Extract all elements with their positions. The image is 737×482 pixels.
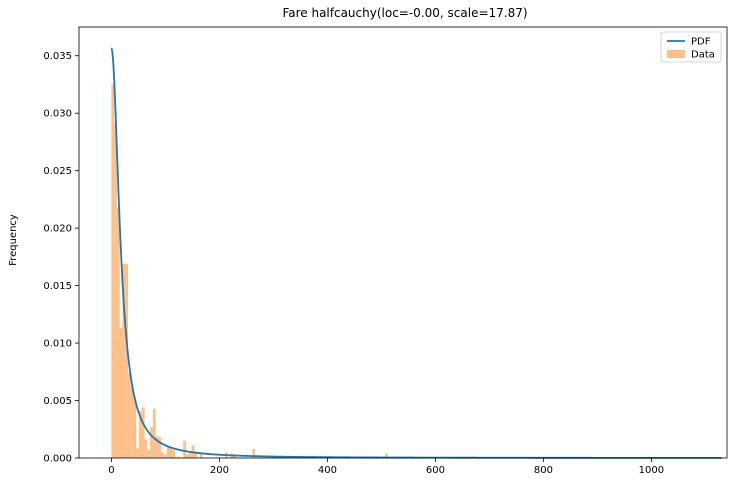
y-tick-label: 0.015: [43, 281, 72, 292]
plot-frame: [78, 26, 728, 459]
histogram-bar: [158, 437, 162, 458]
legend: PDF Data: [660, 31, 722, 63]
histogram-bar: [385, 453, 388, 458]
x-tick-label: 0: [108, 465, 114, 476]
histogram-bar: [133, 400, 137, 458]
histogram-bar: [125, 263, 128, 458]
legend-label: PDF: [691, 37, 711, 48]
histogram-bar: [116, 207, 120, 458]
axes: 0 200 400 600 800 1000 0.000 0.005 0.010 0.015 0.0…: [43, 26, 728, 476]
x-tick-label: 1000: [639, 465, 664, 476]
histogram-bar: [186, 454, 189, 458]
y-axis-label: Frequency: [8, 214, 19, 266]
histogram-bar: [155, 436, 159, 458]
chart-title: Fare halfcauchy(loc=-0.00, scale=17.87): [282, 6, 527, 20]
legend-swatch-data: [667, 50, 685, 58]
legend-label: Data: [691, 50, 715, 61]
x-tick-label: 400: [318, 465, 337, 476]
histogram-bar: [139, 410, 142, 458]
histogram-bar: [127, 372, 131, 458]
histogram-bar: [174, 456, 178, 458]
x-tick-label: 600: [426, 465, 445, 476]
histogram-bar: [147, 449, 151, 458]
y-tick-label: 0.020: [43, 224, 72, 235]
histogram-bar: [172, 449, 175, 458]
histogram-bar: [152, 408, 156, 458]
y-tick-label: 0.030: [43, 109, 72, 120]
histogram-bar: [144, 439, 148, 458]
y-tick-label: 0.000: [43, 454, 72, 465]
histogram-bar: [136, 448, 140, 458]
histogram-bar: [122, 263, 126, 458]
histogram-bar: [163, 454, 167, 458]
histogram-bar: [169, 447, 173, 458]
y-tick-label: 0.010: [43, 339, 72, 350]
histogram-bar: [188, 451, 192, 458]
histogram-bar: [114, 122, 117, 458]
histogram-bar: [150, 426, 153, 458]
histogram-bar: [119, 328, 123, 458]
histogram-bar: [199, 453, 203, 458]
histogram-bar: [161, 452, 164, 458]
x-tick-label: 200: [210, 465, 229, 476]
y-tick-label: 0.035: [43, 51, 72, 62]
y-tick-label: 0.025: [43, 166, 72, 177]
y-tick-label: 0.005: [43, 396, 72, 407]
x-tick-label: 800: [534, 465, 553, 476]
histogram-bar: [111, 84, 115, 458]
histogram-bar: [141, 407, 145, 458]
histogram-bar: [130, 386, 134, 458]
histogram-bar: [252, 448, 256, 458]
histogram-bar: [183, 440, 187, 458]
histogram-bar: [166, 446, 170, 458]
histogram-bar: [177, 456, 181, 458]
histogram-bar: [194, 451, 198, 458]
